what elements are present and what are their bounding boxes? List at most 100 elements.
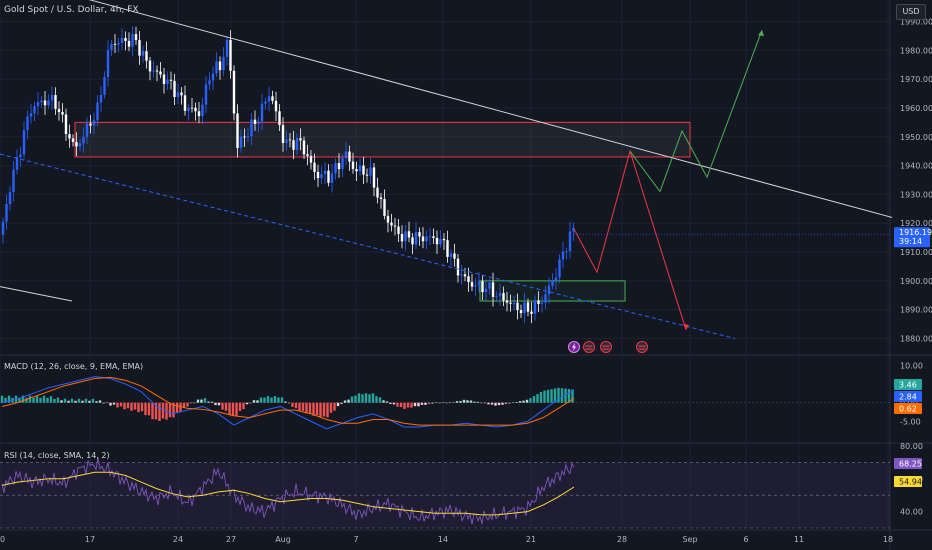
price-tick-label: 1910.00 (900, 248, 932, 257)
time-tick-label: 11 (794, 535, 804, 544)
candle-body (152, 70, 155, 72)
candle-body (64, 114, 68, 135)
currency-button[interactable]: USD (896, 4, 926, 20)
candle-body (120, 37, 124, 43)
candle-body (351, 161, 355, 170)
rsi-title[interactable]: RSI (14, close, SMA, 14, 2) (4, 451, 110, 460)
candle-body (544, 294, 547, 303)
candle-body (400, 234, 404, 242)
candle-body (68, 134, 71, 139)
candle-body (110, 43, 113, 51)
macd-histogram-bar (476, 401, 480, 403)
candle-body (425, 236, 428, 242)
macd-histogram-bar (347, 399, 350, 403)
candle-body (190, 107, 194, 109)
macd-histogram-bar (466, 400, 469, 403)
us-flag-event-icon[interactable] (600, 341, 612, 353)
macd-histogram-bar (448, 402, 452, 403)
candle-body (442, 238, 446, 241)
rsi-pane (0, 457, 890, 529)
candle-body (106, 50, 110, 78)
macd-histogram-bar (259, 397, 263, 403)
macd-histogram-bar (161, 402, 165, 419)
macd-histogram-bar (315, 402, 319, 416)
candle-body (26, 116, 29, 131)
candle-body (572, 227, 575, 232)
macd-histogram-bar (413, 402, 417, 407)
macd-histogram-bar (539, 391, 543, 403)
macd-histogram-bar (490, 402, 494, 405)
candle-body (292, 140, 295, 150)
macd-histogram-bar (357, 393, 361, 403)
candle-body (547, 285, 551, 295)
candle-body (379, 197, 383, 200)
candle-body (239, 136, 243, 149)
flag-stripe-icon (585, 348, 593, 350)
candle-body (376, 187, 379, 198)
candle-body (33, 106, 36, 114)
macd-histogram-bar (301, 402, 305, 411)
candle-body (498, 293, 502, 296)
candle-body (323, 170, 327, 175)
macd-histogram-bar (63, 398, 67, 403)
candle-body (502, 293, 505, 301)
candle-body (15, 157, 19, 170)
candle-body (43, 100, 47, 106)
us-flag-event-icon[interactable] (583, 341, 595, 353)
candle-body (390, 222, 393, 226)
candle-body (467, 276, 470, 283)
macd-histogram-bar (245, 402, 249, 405)
macd-histogram-bar (189, 402, 193, 404)
candle-body (355, 169, 358, 172)
price-tick-label: 1990.00 (900, 18, 932, 27)
symbol-title[interactable]: Gold Spot / U.S. Dollar, 4h, FX (4, 5, 139, 15)
macd-histogram-bar (294, 402, 298, 409)
time-tick-label: 14 (438, 535, 448, 544)
us-flag-event-icon[interactable] (636, 341, 648, 353)
macd-histogram-bar (371, 393, 375, 403)
candle-body (428, 236, 432, 238)
candle-body (22, 130, 26, 155)
macd-histogram-bar (333, 402, 336, 411)
macd-histogram-bar (511, 402, 515, 403)
macd-value-badge (894, 403, 922, 414)
candle-body (386, 215, 390, 223)
candle-body (236, 113, 239, 149)
candle-body (551, 280, 554, 286)
macd-histogram-bar (452, 402, 455, 403)
time-tick-label: 7 (353, 535, 358, 544)
macd-title[interactable]: MACD (12, 26, close, 9, EMA, EMA) (4, 362, 144, 371)
macd-histogram-bar (375, 396, 378, 403)
candle-body (267, 96, 271, 102)
candle-body (246, 136, 250, 138)
macd-histogram-bar (361, 394, 364, 403)
macd-histogram-bar (53, 398, 56, 403)
macd-histogram-bar (560, 388, 564, 403)
candle-body (460, 274, 463, 276)
candle-body (281, 125, 285, 143)
macd-histogram-bar (504, 402, 508, 404)
macd-histogram-bar (154, 402, 158, 420)
macd-histogram-bar (382, 400, 385, 403)
macd-histogram-bar (252, 400, 256, 403)
candle-body (397, 226, 400, 235)
candle-body (271, 96, 274, 101)
candle-body (229, 39, 232, 71)
candle-body (250, 119, 253, 137)
macd-histogram-bar (417, 402, 420, 407)
candle-body (208, 80, 211, 85)
macd-histogram-bar (336, 402, 340, 407)
descending-trendline (88, 0, 893, 218)
time-tick-label: Aug (275, 535, 291, 544)
macd-histogram-bar (354, 395, 357, 403)
macd-histogram-bar (186, 402, 189, 407)
macd-histogram-bar (308, 402, 312, 414)
macd-histogram-bar (326, 402, 329, 418)
macd-histogram-bar (221, 402, 224, 410)
macd-histogram-bar (305, 402, 308, 414)
candle-body (222, 56, 225, 71)
event-icons[interactable] (568, 341, 648, 353)
macd-histogram-bar (546, 389, 550, 403)
macd-histogram-bar (49, 396, 53, 403)
